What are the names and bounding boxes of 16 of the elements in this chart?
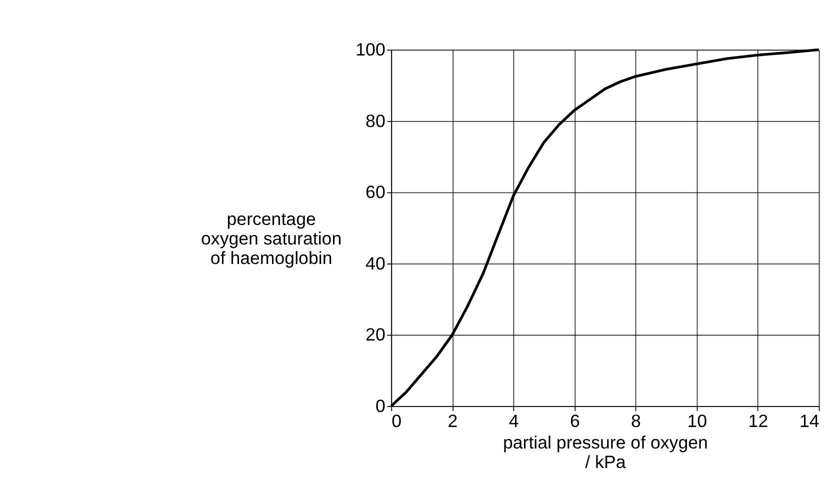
x-tick-label: 0 [392,411,402,432]
y-tick-label: 60 [366,182,386,202]
x-tick-label: 2 [448,411,458,432]
y-tick-label: 20 [366,324,386,345]
x-tick-label: 12 [748,411,768,432]
y-tick-label: 0 [375,396,386,416]
x-tick-label: 10 [687,411,708,432]
y-tick-label: 100 [356,39,386,60]
y-tick-label: 80 [366,110,386,131]
y-axis-title: percentage oxygen saturation of haemoglobin [201,208,342,268]
x-tick-label: 4 [508,411,519,432]
y-tick-label: 40 [366,253,386,274]
x-tick-label: 6 [570,411,580,432]
x-tick-label: 14 [799,411,820,432]
x-tick-label: 8 [631,411,642,432]
x-axis-title: partial pressure of oxygen / kPa [502,432,708,472]
